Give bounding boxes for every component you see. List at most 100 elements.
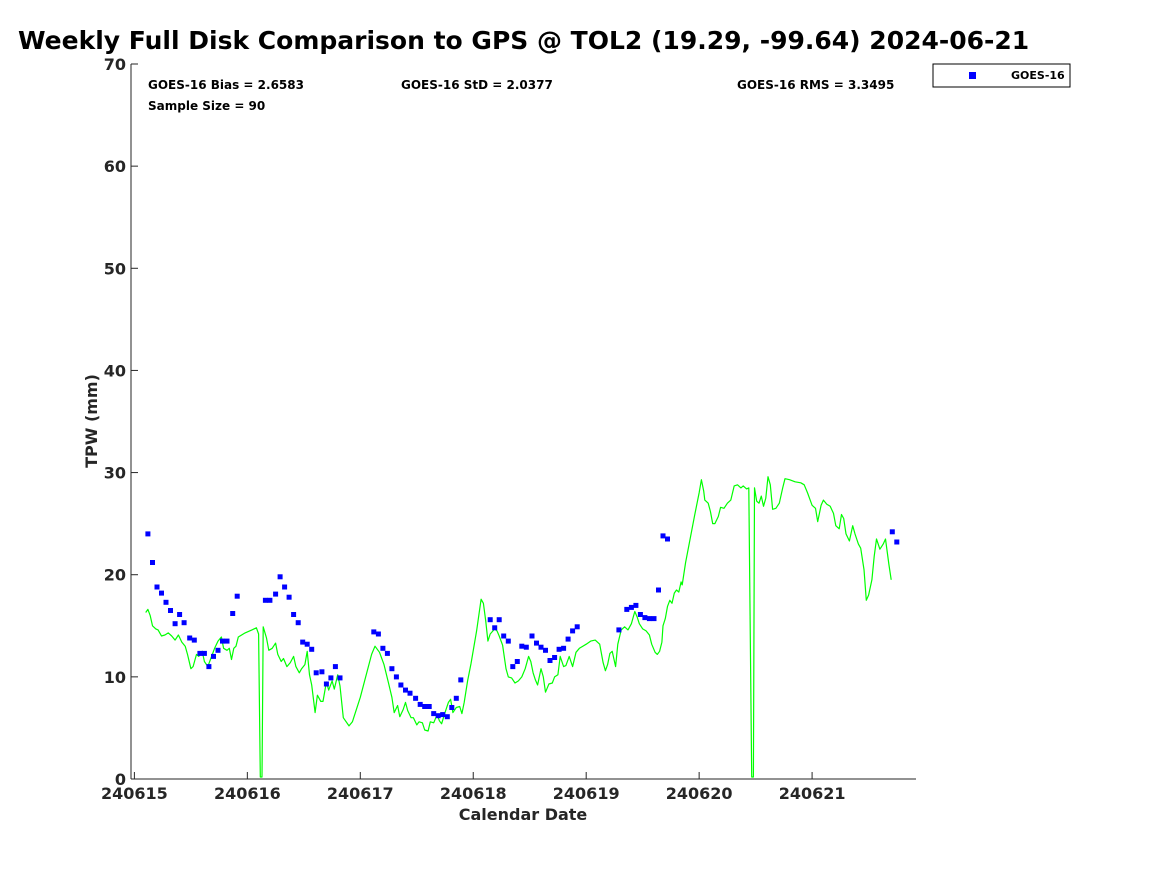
goes-point <box>633 602 639 608</box>
goes-point <box>449 705 455 710</box>
goes-point <box>444 714 450 720</box>
goes-point <box>651 616 657 622</box>
goes-point <box>295 620 301 626</box>
goes-point <box>453 695 459 701</box>
goes-point <box>201 650 207 656</box>
y-tick-label: 30 <box>104 464 126 483</box>
y-tick-label: 70 <box>104 55 126 74</box>
goes-point <box>487 617 493 623</box>
goes-point <box>519 643 525 649</box>
goes-point <box>637 612 643 617</box>
goes-point <box>282 584 288 590</box>
legend-label-goes16: GOES-16 <box>1011 69 1065 82</box>
goes-point <box>665 536 670 542</box>
goes-point <box>431 711 437 717</box>
goes-point <box>403 687 408 693</box>
goes-point <box>624 606 630 612</box>
goes-point <box>514 659 520 664</box>
goes-point <box>426 704 432 709</box>
goes-point <box>380 645 386 651</box>
gps-line <box>145 476 892 778</box>
rms-text: GOES-16 RMS = 3.3495 <box>737 78 894 92</box>
goes-point <box>206 664 212 670</box>
goes-point <box>172 621 178 627</box>
goes-point <box>543 647 548 653</box>
goes-point <box>224 638 230 644</box>
goes-point <box>309 646 315 652</box>
x-tick-label: 240621 <box>779 784 846 803</box>
std-text: GOES-16 StD = 2.0377 <box>401 78 553 92</box>
goes-point <box>313 670 319 676</box>
goes-point <box>538 644 544 650</box>
goes-point <box>154 584 160 590</box>
axes <box>130 64 916 780</box>
y-tick-label: 20 <box>104 566 126 585</box>
x-tick-label: 240617 <box>327 784 394 803</box>
goes-point <box>628 604 634 610</box>
goes-point <box>181 620 187 626</box>
goes-point <box>389 666 395 672</box>
goes-point <box>323 681 329 687</box>
bias-text: GOES-16 Bias = 2.6583 <box>148 78 304 92</box>
goes-point <box>523 644 529 650</box>
goes-point <box>371 629 377 635</box>
x-tick-label: 240615 <box>101 784 168 803</box>
chart-title: Weekly Full Disk Comparison to GPS @ TOL… <box>18 26 1030 55</box>
goes-point <box>291 612 297 617</box>
goes-point <box>510 664 516 670</box>
x-tick-label: 240616 <box>214 784 281 803</box>
goes-point <box>168 608 173 613</box>
goes-point <box>889 529 895 535</box>
goes-point <box>440 712 446 718</box>
goes-point <box>407 690 413 696</box>
goes-point <box>561 645 567 651</box>
goes-point <box>570 628 576 634</box>
y-tick-label: 40 <box>104 361 126 380</box>
goes-series <box>145 529 900 720</box>
goes-point <box>215 647 221 653</box>
goes-point <box>187 635 193 641</box>
goes-point <box>211 653 216 659</box>
y-tick-label: 10 <box>104 668 126 687</box>
goes-point <box>556 646 562 652</box>
goes-point <box>163 599 169 605</box>
goes-point <box>319 669 325 675</box>
goes-point <box>230 611 236 616</box>
goes-point <box>273 591 279 597</box>
goes-point <box>220 638 225 644</box>
goes-point <box>384 650 390 656</box>
goes-point <box>646 616 652 622</box>
y-tick-label: 0 <box>115 770 126 789</box>
goes-point <box>145 531 151 537</box>
goes-point <box>574 624 580 630</box>
legend-marker <box>969 72 976 79</box>
goes-point <box>565 636 571 642</box>
goes-point <box>422 704 428 709</box>
goes-point <box>159 590 164 596</box>
goes-point <box>492 625 498 631</box>
y-axis-label: TPW (mm) <box>82 374 101 468</box>
goes-point <box>656 587 661 593</box>
goes-point <box>417 701 423 707</box>
goes-point <box>398 682 404 688</box>
goes-point <box>197 650 203 656</box>
goes-point <box>458 677 464 683</box>
goes-point <box>894 539 900 545</box>
goes-point <box>375 631 381 637</box>
goes-point <box>413 695 419 701</box>
goes-point <box>501 633 507 639</box>
goes-point <box>337 675 343 681</box>
goes-point <box>642 615 648 621</box>
goes-point <box>267 597 273 603</box>
legend-box <box>932 63 1071 88</box>
goes-point <box>547 658 553 663</box>
x-tick-label: 240620 <box>666 784 733 803</box>
goes-point <box>616 627 622 633</box>
goes-point <box>150 560 155 565</box>
goes-point <box>332 664 338 670</box>
goes-point <box>534 640 539 646</box>
y-tick-label: 50 <box>104 259 126 278</box>
goes-point <box>393 674 399 680</box>
goes-point <box>496 617 502 623</box>
